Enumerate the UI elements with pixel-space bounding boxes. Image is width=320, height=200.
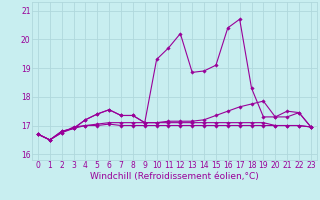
X-axis label: Windchill (Refroidissement éolien,°C): Windchill (Refroidissement éolien,°C) — [90, 172, 259, 181]
